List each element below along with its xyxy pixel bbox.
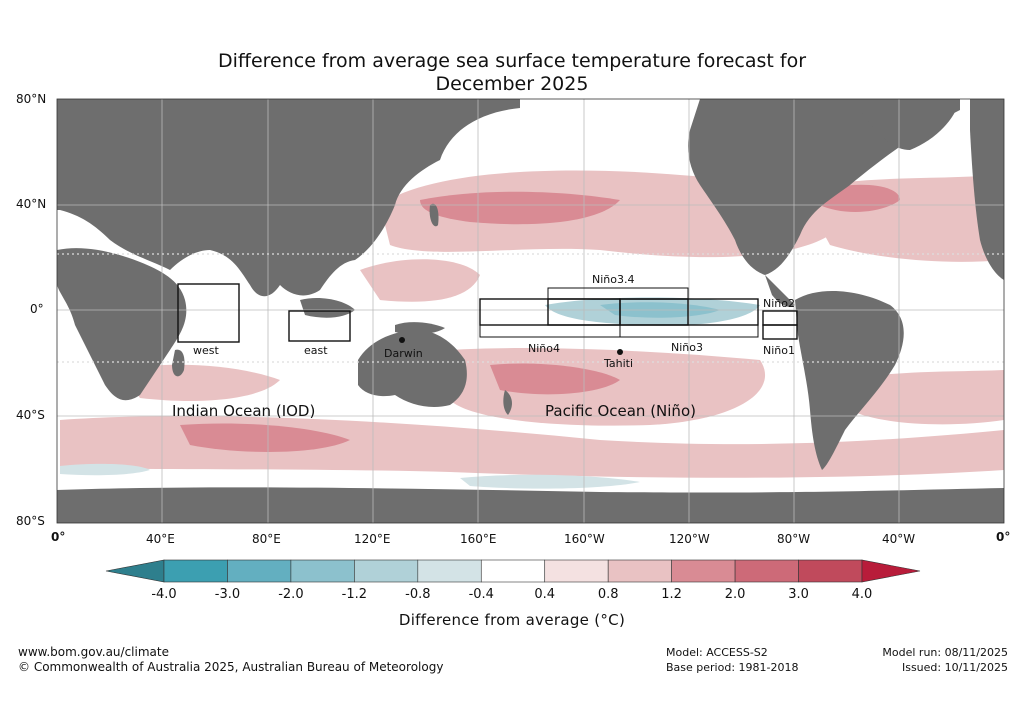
tahiti-dot	[617, 349, 623, 355]
colorbar-segment-9	[734, 559, 799, 583]
colorbar-segment-8	[671, 559, 736, 583]
colorbar-tick-5: -0.4	[468, 587, 494, 602]
lat-label-40s: 40°S	[16, 408, 45, 422]
land-greenland	[860, 99, 960, 150]
lon-label-120e: 120°E	[354, 532, 391, 546]
colorbar-segment-10	[798, 559, 863, 583]
land-central-america	[765, 275, 795, 307]
warm-patch-north-pacific-core	[420, 191, 620, 225]
colorbar-low-extend	[105, 559, 165, 583]
pacific-ocean-label: Pacific Ocean (Niño)	[545, 402, 696, 420]
map-title: Difference from average sea surface temp…	[0, 50, 1024, 96]
colorbar-tick-4: -0.8	[405, 587, 431, 602]
region-boxes	[177, 283, 798, 343]
iod-east-label: east	[304, 344, 328, 357]
colorbar	[105, 559, 921, 583]
lon-label-0-left: 0°	[51, 530, 66, 544]
lon-label-80e: 80°E	[252, 532, 281, 546]
warm-patch-south-indian	[120, 364, 280, 401]
footer-url: www.bom.gov.au/climate	[18, 645, 169, 659]
colorbar-tick-10: 3.0	[788, 587, 809, 602]
lat-label-80s: 80°S	[16, 514, 45, 528]
warm-anomaly-patches	[57, 100, 1004, 478]
colorbar-tick-6: 0.4	[534, 587, 556, 602]
lon-label-40w: 40°W	[882, 532, 916, 546]
warm-patch-south-pacific-core	[490, 363, 620, 395]
footer-model-run: Model run: 08/11/2025	[882, 646, 1008, 659]
colorbar-tick-0: -4.0	[151, 587, 177, 602]
warm-patch-southern-ocean-core	[180, 423, 350, 452]
land-australia	[358, 330, 467, 407]
colorbar-segment-3	[354, 559, 419, 583]
land-maritime-continent	[300, 298, 355, 318]
nino34-label: Niño3.4	[592, 273, 635, 286]
title-line-2: December 2025	[435, 73, 589, 95]
nino2-label: Niño2	[763, 297, 795, 310]
colorbar-segment-4	[417, 559, 482, 583]
colorbar-segment-6	[544, 559, 609, 583]
lon-label-120w: 120°W	[669, 532, 710, 546]
colorbar-segment-1	[227, 559, 292, 583]
colorbar-tick-7: 0.8	[597, 587, 619, 602]
land-antarctica	[57, 487, 1004, 523]
land-masses	[57, 99, 1004, 523]
land-madagascar	[172, 349, 185, 377]
colorbar-high-extend	[861, 559, 921, 583]
nino1-label: Niño1	[763, 344, 795, 357]
footer-model: Model: ACCESS-S2	[666, 646, 768, 659]
title-line-1: Difference from average sea surface temp…	[217, 50, 807, 72]
cool-patch-southern-ocean-west	[60, 463, 150, 476]
nino4-label: Niño4	[528, 342, 560, 355]
colorbar-tick-11: 4.0	[851, 587, 873, 602]
lat-label-40n: 40°N	[16, 197, 47, 211]
colorbar-tick-1: -3.0	[214, 587, 241, 602]
land-japan	[429, 203, 439, 227]
colorbar-tick-3: -1.2	[341, 587, 368, 602]
lon-label-160w: 160°W	[564, 532, 605, 546]
lat-label-0: 0°	[30, 302, 44, 316]
nino3-bracket	[619, 325, 759, 338]
darwin-dot	[399, 337, 405, 343]
colorbar-tick-2: -2.0	[278, 587, 304, 602]
nino3-box	[619, 298, 759, 326]
footer-issued: Issued: 10/11/2025	[901, 661, 1008, 674]
iod-east-box	[288, 310, 351, 342]
iod-west-box	[177, 283, 240, 343]
nino1-box	[762, 324, 798, 340]
lon-label-160e: 160°E	[460, 532, 497, 546]
lon-label-0-right: 0°	[996, 530, 1011, 544]
land-eurasia	[57, 99, 520, 297]
land-europe-east-atlantic	[970, 99, 1004, 280]
colorbar-segment-2	[290, 559, 355, 583]
iod-west-label: west	[193, 344, 219, 357]
grid-lines	[57, 99, 1004, 523]
tahiti-label: Tahiti	[604, 357, 634, 370]
nino3-label: Niño3	[671, 341, 703, 354]
cool-anomaly-patches	[60, 297, 760, 489]
colorbar-tick-9: 2.0	[724, 587, 746, 602]
lon-label-80w: 80°W	[777, 532, 811, 546]
nino34-box	[547, 298, 689, 326]
colorbar-tick-8: 1.2	[661, 587, 682, 602]
lon-label-40e: 40°E	[146, 532, 175, 546]
footer-base-period: Base period: 1981-2018	[666, 661, 799, 674]
land-new-zealand	[503, 390, 512, 415]
indian-ocean-label: Indian Ocean (IOD)	[172, 402, 316, 420]
land-south-america	[795, 290, 904, 470]
map-frame	[56, 98, 1005, 524]
colorbar-title: Difference from average (°C)	[398, 611, 626, 629]
footer-copyright: © Commonwealth of Australia 2025, Austra…	[18, 660, 444, 674]
region-brackets	[479, 287, 759, 338]
nino34-bracket	[547, 287, 689, 299]
darwin-label: Darwin	[384, 347, 423, 360]
land-new-guinea	[395, 322, 445, 335]
lat-label-80n: 80°N	[16, 92, 47, 106]
colorbar-segment-7	[607, 559, 672, 583]
warm-patch-tropical-west-pacific	[360, 259, 480, 302]
colorbar-segment-5	[480, 559, 546, 583]
cool-patch-southern-ocean	[460, 474, 640, 489]
colorbar-segment-0	[163, 559, 228, 583]
